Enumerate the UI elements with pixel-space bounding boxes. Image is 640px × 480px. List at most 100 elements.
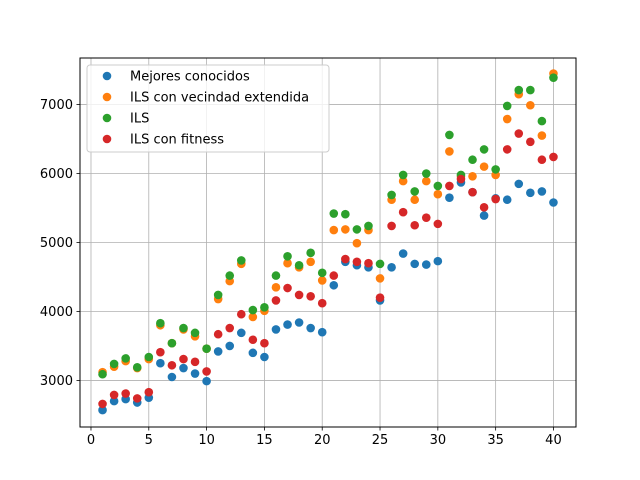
data-point <box>398 170 408 180</box>
data-point <box>468 155 477 165</box>
data-point <box>537 187 547 196</box>
data-point <box>526 188 535 198</box>
data-point <box>502 114 512 124</box>
data-point <box>537 116 547 126</box>
data-point <box>491 194 500 204</box>
data-point <box>317 327 327 337</box>
data-point <box>98 405 107 415</box>
data-point <box>352 257 362 267</box>
data-point <box>98 369 107 379</box>
x-tick-label: 40 <box>545 433 562 448</box>
data-point <box>306 257 315 267</box>
data-point <box>526 100 535 110</box>
data-point <box>421 169 431 178</box>
data-point <box>179 354 188 364</box>
data-point <box>456 174 466 184</box>
data-point <box>271 325 281 334</box>
data-point <box>445 181 454 191</box>
data-point <box>109 359 119 369</box>
y-tick-label: 6000 <box>40 167 73 182</box>
data-point <box>156 347 165 357</box>
data-point <box>306 291 315 301</box>
data-point <box>248 348 258 358</box>
data-point <box>421 213 431 222</box>
legend-marker <box>102 92 112 102</box>
data-point <box>109 390 119 400</box>
data-point <box>410 259 420 269</box>
y-tick-label: 7000 <box>40 98 73 113</box>
data-point <box>121 389 130 398</box>
data-point <box>283 251 292 261</box>
data-point <box>271 296 281 305</box>
data-point <box>364 258 373 268</box>
data-point <box>433 256 443 266</box>
data-point <box>502 145 512 154</box>
data-point <box>306 323 315 333</box>
data-point <box>502 195 512 205</box>
legend-label: ILS con fitness <box>130 133 224 148</box>
data-point <box>549 198 558 207</box>
data-point <box>156 318 165 328</box>
data-point <box>421 176 431 186</box>
data-point <box>352 225 362 234</box>
legend-label: ILS con vecindad extendida <box>130 91 309 106</box>
data-point <box>479 145 489 154</box>
data-point <box>144 387 154 397</box>
data-point <box>283 258 292 268</box>
data-point <box>398 176 408 186</box>
data-point <box>179 323 188 333</box>
data-point <box>225 271 235 280</box>
data-point <box>433 189 443 199</box>
data-point <box>294 290 304 300</box>
legend: Mejores conocidos ILS con vecindad extend… <box>86 64 330 153</box>
data-point <box>341 254 350 264</box>
data-point <box>283 320 292 329</box>
data-point <box>317 298 327 308</box>
data-point <box>202 367 211 376</box>
x-tick-label: 10 <box>198 433 215 448</box>
data-point <box>445 193 454 202</box>
data-point <box>341 225 350 234</box>
data-point <box>294 260 304 270</box>
legend-label: ILS <box>130 112 149 127</box>
data-point <box>294 318 304 327</box>
data-point <box>109 396 119 406</box>
y-tick-label: 5000 <box>40 236 73 251</box>
data-point <box>526 85 535 95</box>
data-point <box>410 195 420 205</box>
data-points <box>98 69 558 415</box>
data-point <box>410 187 420 196</box>
x-tick-label: 20 <box>314 433 331 448</box>
y-tick-label: 3000 <box>40 374 73 389</box>
data-point <box>514 179 524 189</box>
data-point <box>387 190 396 200</box>
x-tick-label: 15 <box>256 433 273 448</box>
data-point <box>514 85 524 95</box>
data-point <box>271 283 281 292</box>
data-point <box>375 293 385 302</box>
data-point <box>537 155 547 165</box>
data-point <box>398 249 408 258</box>
data-point <box>479 162 489 171</box>
data-point <box>317 276 327 285</box>
data-point <box>248 312 258 322</box>
data-point <box>341 209 350 219</box>
data-point <box>329 225 339 235</box>
data-point <box>167 372 177 382</box>
x-tick-label: 0 <box>87 433 95 448</box>
x-tick-label: 25 <box>372 433 389 448</box>
data-point <box>306 248 315 258</box>
data-point <box>144 352 154 362</box>
data-point <box>98 399 107 409</box>
data-point <box>352 238 362 248</box>
data-point <box>468 171 477 181</box>
data-point <box>213 329 223 339</box>
data-point <box>248 305 258 315</box>
data-point <box>433 181 443 191</box>
data-point <box>479 211 489 220</box>
data-point <box>236 256 246 265</box>
data-point <box>167 338 177 348</box>
data-point <box>491 165 500 174</box>
data-point <box>514 129 524 138</box>
